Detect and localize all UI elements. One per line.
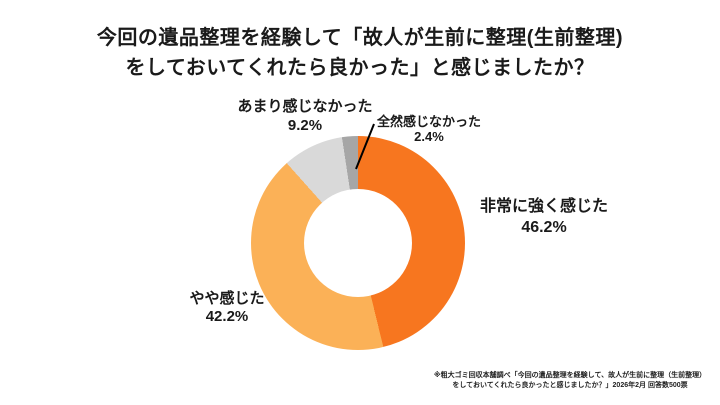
chart-title-line1: 今回の遺品整理を経験して「故人が生前に整理(生前整理)	[96, 27, 624, 49]
source-note-line1: ※粗大ゴミ回収本舗調べ「今回の遺品整理を経験して、故人が生前に整理（生前整理）	[433, 372, 707, 379]
source-note-line2: をしておいてくれたら良かったと感じましたか？」2026年2月 回答数500票	[452, 382, 688, 389]
source-note: ※粗大ゴミ回収本舗調べ「今回の遺品整理を経験して、故人が生前に整理（生前整理） …	[425, 371, 715, 391]
donut-hole	[304, 189, 412, 297]
segment-percent: 2.4%	[414, 129, 444, 144]
segment-label-yaya: やや感じた 42.2%	[147, 290, 307, 326]
chart-title-line2: をしておいてくれたら良かった」と感じましたか？	[125, 57, 595, 79]
chart-title: 今回の遺品整理を経験して「故人が生前に整理(生前整理) をしておいてくれたら良か…	[0, 23, 720, 83]
segment-percent: 42.2%	[205, 308, 249, 325]
segment-name: 非常に強く感じた	[479, 198, 608, 215]
segment-label-amari: あまり感じなかった 9.2%	[205, 97, 405, 135]
segment-label-zenzen: 全然感じなかった 2.4%	[349, 114, 509, 144]
segment-label-hijou: 非常に強く感じた 46.2%	[459, 196, 629, 238]
segment-percent: 46.2%	[521, 219, 567, 236]
segment-name: あまり感じなかった	[237, 98, 373, 115]
segment-name: 全然感じなかった	[376, 114, 481, 129]
segment-name: やや感じた	[189, 290, 265, 307]
segment-percent: 9.2%	[287, 117, 323, 134]
